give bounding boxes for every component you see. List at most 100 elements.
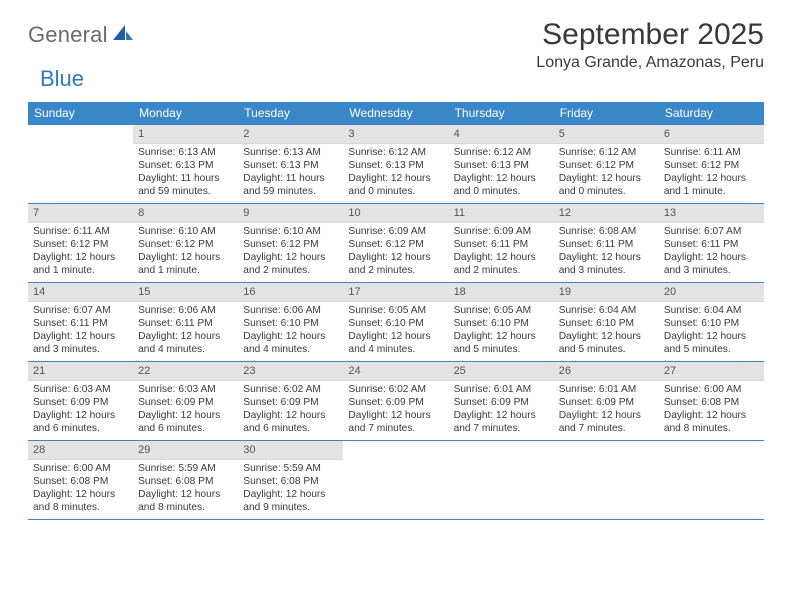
day-cell <box>659 441 764 519</box>
day-body: Sunrise: 6:12 AMSunset: 6:13 PMDaylight:… <box>449 144 554 200</box>
sunrise-text: Sunrise: 6:02 AM <box>348 383 444 396</box>
sunset-text: Sunset: 6:08 PM <box>243 475 339 488</box>
day-body: Sunrise: 6:02 AMSunset: 6:09 PMDaylight:… <box>343 381 448 437</box>
week-row: 21 Sunrise: 6:03 AM Sunset: 6:09 PM Dayligh… <box>28 362 764 441</box>
day-cell: 3Sunrise: 6:12 AMSunset: 6:13 PMDaylight… <box>343 125 448 203</box>
sunset-text: Sunset: 6:12 PM <box>664 159 760 172</box>
sunset-text: Sunset: 6:13 PM <box>348 159 444 172</box>
week-row: 1Sunrise: 6:13 AMSunset: 6:13 PMDaylight… <box>28 125 764 204</box>
logo-text-general: General <box>28 22 108 47</box>
day-body: Sunrise: 6:13 AMSunset: 6:13 PMDaylight:… <box>238 144 343 200</box>
sunrise-text: Sunrise: 6:13 AM <box>138 146 234 159</box>
sunrise-text: Sunrise: 5:59 AM <box>243 462 339 475</box>
header-right: September 2025 Lonya Grande, Amazonas, P… <box>536 18 764 72</box>
day-body: Sunrise: 6:12 AMSunset: 6:12 PMDaylight:… <box>554 144 659 200</box>
daylight-text: Daylight: 12 hours and 6 minutes. <box>33 409 129 435</box>
day-number: 3 <box>343 125 448 144</box>
sunrise-text: Sunrise: 6:04 AM <box>559 304 655 317</box>
day-cell <box>28 125 133 203</box>
day-cell: 19Sunrise: 6:04 AMSunset: 6:10 PMDayligh… <box>554 283 659 361</box>
daylight-text: Daylight: 12 hours and 3 minutes. <box>33 330 129 356</box>
day-body: Sunrise: 6:02 AMSunset: 6:09 PMDaylight:… <box>238 381 343 437</box>
day-cell: 9Sunrise: 6:10 AMSunset: 6:12 PMDaylight… <box>238 204 343 282</box>
day-number: 20 <box>659 283 764 302</box>
day-number: 10 <box>343 204 448 223</box>
daylight-text: Daylight: 12 hours and 5 minutes. <box>454 330 550 356</box>
day-number: 24 <box>343 362 448 381</box>
daylight-text: Daylight: 12 hours and 4 minutes. <box>243 330 339 356</box>
day-body: Sunrise: 6:00 AMSunset: 6:08 PMDaylight:… <box>659 381 764 437</box>
calendar: Sunday Monday Tuesday Wednesday Thursday… <box>28 102 764 520</box>
weekday-header: Wednesday <box>343 102 448 125</box>
sunset-text: Sunset: 6:10 PM <box>454 317 550 330</box>
sunset-text: Sunset: 6:10 PM <box>559 317 655 330</box>
weekday-header-row: Sunday Monday Tuesday Wednesday Thursday… <box>28 102 764 125</box>
day-cell: 24Sunrise: 6:02 AMSunset: 6:09 PMDayligh… <box>343 362 448 440</box>
week-row: 7Sunrise: 6:11 AMSunset: 6:12 PMDaylight… <box>28 204 764 283</box>
day-cell: 10Sunrise: 6:09 AMSunset: 6:12 PMDayligh… <box>343 204 448 282</box>
sunrise-text: Sunrise: 6:09 AM <box>348 225 444 238</box>
sunrise-text: Sunrise: 6:01 AM <box>454 383 550 396</box>
sunset-text: Sunset: 6:12 PM <box>138 238 234 251</box>
sunset-text: Sunset: 6:11 PM <box>454 238 550 251</box>
daylight-text: Daylight: 12 hours and 5 minutes. <box>559 330 655 356</box>
day-number: 30 <box>238 441 343 460</box>
sunrise-text: Sunrise: 6:00 AM <box>664 383 760 396</box>
sunrise-text: Sunrise: 6:07 AM <box>664 225 760 238</box>
sunset-text: Sunset: 6:11 PM <box>138 317 234 330</box>
day-body: Sunrise: 6:10 AMSunset: 6:12 PMDaylight:… <box>133 223 238 279</box>
sunrise-text: Sunrise: 6:10 AM <box>243 225 339 238</box>
sunset-text: Sunset: 6:10 PM <box>348 317 444 330</box>
day-number: 1 <box>133 125 238 144</box>
day-number: 28 <box>28 441 133 460</box>
day-number: 21 <box>28 362 133 381</box>
logo-stack: General Blue <box>28 22 134 92</box>
week-row: 28Sunrise: 6:00 AMSunset: 6:08 PMDayligh… <box>28 441 764 520</box>
sunrise-text: Sunrise: 6:12 AM <box>559 146 655 159</box>
day-cell: 17Sunrise: 6:05 AMSunset: 6:10 PMDayligh… <box>343 283 448 361</box>
sunset-text: Sunset: 6:13 PM <box>243 159 339 172</box>
day-cell: 7Sunrise: 6:11 AMSunset: 6:12 PMDaylight… <box>28 204 133 282</box>
day-body: Sunrise: 6:07 AMSunset: 6:11 PMDaylight:… <box>28 302 133 358</box>
day-number: 18 <box>449 283 554 302</box>
sunrise-text: Sunrise: 6:04 AM <box>664 304 760 317</box>
sunset-text: Sunset: 6:11 PM <box>559 238 655 251</box>
day-cell: 14Sunrise: 6:07 AMSunset: 6:11 PMDayligh… <box>28 283 133 361</box>
weeks-container: 1Sunrise: 6:13 AMSunset: 6:13 PMDaylight… <box>28 125 764 520</box>
daylight-text: Daylight: 12 hours and 0 minutes. <box>348 172 444 198</box>
day-body: Sunrise: 5:59 AMSunset: 6:08 PMDaylight:… <box>133 460 238 516</box>
day-cell <box>449 441 554 519</box>
sunrise-text: Sunrise: 6:10 AM <box>138 225 234 238</box>
day-cell: 28Sunrise: 6:00 AMSunset: 6:08 PMDayligh… <box>28 441 133 519</box>
sunset-text: Sunset: 6:11 PM <box>33 317 129 330</box>
day-body: Sunrise: 6:05 AMSunset: 6:10 PMDaylight:… <box>343 302 448 358</box>
sunrise-text: Sunrise: 6:07 AM <box>33 304 129 317</box>
day-body: Sunrise: 6:13 AMSunset: 6:13 PMDaylight:… <box>133 144 238 200</box>
day-number: 16 <box>238 283 343 302</box>
daylight-text: Daylight: 12 hours and 2 minutes. <box>243 251 339 277</box>
day-body: Sunrise: 6:01 AMSunset: 6:09 PMDaylight:… <box>449 381 554 437</box>
sunset-text: Sunset: 6:10 PM <box>664 317 760 330</box>
sunset-text: Sunset: 6:13 PM <box>454 159 550 172</box>
daylight-text: Daylight: 12 hours and 2 minutes. <box>348 251 444 277</box>
day-number: 15 <box>133 283 238 302</box>
sunset-text: Sunset: 6:09 PM <box>138 396 234 409</box>
daylight-text: Daylight: 12 hours and 0 minutes. <box>454 172 550 198</box>
day-cell: 18 Sunrise: 6:05 AMSunset: 6:10 PMDayligh… <box>449 283 554 361</box>
day-number: 7 <box>28 204 133 223</box>
day-body: Sunrise: 6:06 AMSunset: 6:11 PMDaylight:… <box>133 302 238 358</box>
sunrise-text: Sunrise: 6:05 AM <box>454 304 550 317</box>
day-body: Sunrise: 6:07 AMSunset: 6:11 PMDaylight:… <box>659 223 764 279</box>
daylight-text: Daylight: 12 hours and 9 minutes. <box>243 488 339 514</box>
day-cell: 27Sunrise: 6:00 AMSunset: 6:08 PMDayligh… <box>659 362 764 440</box>
sunrise-text: Sunrise: 6:03 AM <box>33 383 129 396</box>
day-number: 4 <box>449 125 554 144</box>
sunrise-text: Sunrise: 6:00 AM <box>33 462 129 475</box>
daylight-text: Daylight: 12 hours and 2 minutes. <box>454 251 550 277</box>
daylight-text: Daylight: 12 hours and 3 minutes. <box>559 251 655 277</box>
daylight-text: Daylight: 12 hours and 1 minute. <box>33 251 129 277</box>
sunset-text: Sunset: 6:08 PM <box>138 475 234 488</box>
sail-icon <box>112 22 134 47</box>
day-number: 5 <box>554 125 659 144</box>
day-cell <box>343 441 448 519</box>
